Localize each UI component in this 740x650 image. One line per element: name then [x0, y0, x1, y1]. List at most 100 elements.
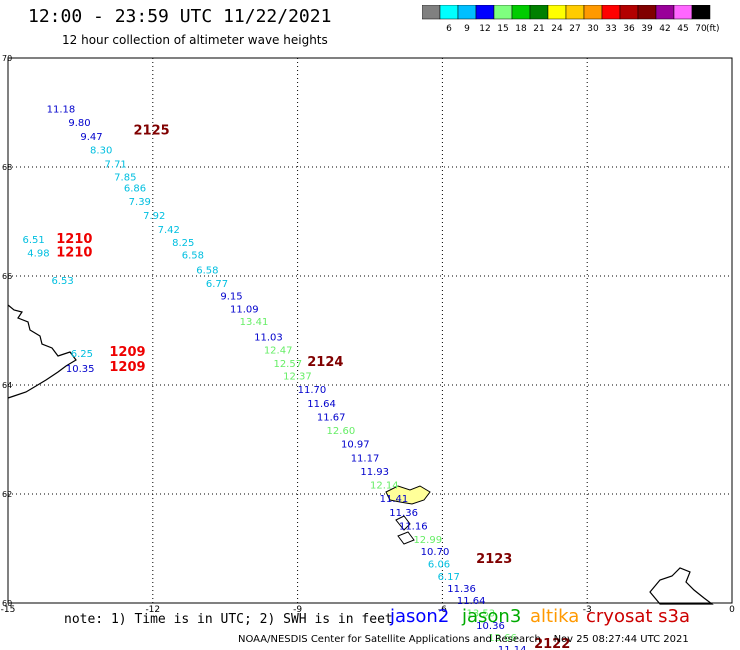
wave-height-label: 11.16 [399, 521, 428, 532]
wave-height-label: 7.92 [143, 211, 165, 222]
wave-height-label: 6.06 [428, 560, 450, 571]
wave-height-label: 11.93 [360, 467, 389, 478]
colorbar-tick-label: 70 [695, 24, 707, 34]
colorbar-tick-label: 45 [677, 24, 688, 34]
y-tick-label: 68 [2, 163, 12, 172]
wave-height-label: 11.36 [447, 584, 476, 595]
wave-height-label: 8.25 [172, 238, 194, 249]
wave-height-label: 6.17 [438, 572, 460, 583]
wave-height-label: 6.58 [196, 265, 218, 276]
wave-height-label: 11.64 [457, 596, 486, 607]
wave-height-label: 12.99 [413, 535, 442, 546]
wave-height-label: 12.57 [273, 359, 302, 370]
wave-height-label: 11.14 [498, 645, 527, 650]
legend-cryosat: cryosat s3a [586, 606, 691, 627]
wave-height-label: 7.85 [114, 173, 136, 184]
wave-height-label: 8.30 [90, 145, 112, 156]
wave-height-label: 11.03 [254, 332, 283, 343]
y-tick-label: 60 [2, 599, 12, 608]
footnote: note: 1) Time is in UTC; 2) SWH is in fe… [64, 612, 393, 627]
time-label: 1210 [56, 245, 92, 260]
plot-frame [7, 57, 733, 604]
wave-height-label: 6.25 [71, 349, 93, 360]
colorbar-tick-label: 30 [587, 24, 599, 34]
wave-height-label: 7.71 [105, 160, 127, 171]
x-tick-label: 0 [729, 605, 735, 615]
wave-height-label: 11.67 [317, 412, 346, 423]
wave-height-label: 11.17 [351, 453, 380, 464]
time-label: 1209 [109, 345, 145, 360]
colorbar-tick-label: 21 [533, 24, 544, 34]
wave-height-label: 6.86 [124, 184, 146, 195]
colorbar-tick-label: 12 [479, 24, 490, 34]
coastline-faroe-islands [385, 485, 431, 505]
colorbar-tick-label: 27 [569, 24, 580, 34]
wave-height-label: 6.58 [182, 251, 204, 262]
colorbar-tick-label: 39 [641, 24, 653, 34]
time-label: 2123 [476, 552, 512, 567]
wave-height-label: 12.37 [283, 372, 312, 383]
x-tick-label: -9 [293, 605, 302, 615]
time-label: 2122 [534, 637, 570, 650]
wave-height-label: 9.80 [68, 118, 90, 129]
colorbar-tick-label: 9 [464, 24, 470, 34]
wave-height-label: 7.39 [129, 197, 151, 208]
x-tick-label: -12 [145, 605, 160, 615]
wave-height-label: 10.70 [421, 547, 450, 558]
colorbar-tick-label: 36 [623, 24, 635, 34]
wave-height-label: 11.64 [307, 399, 336, 410]
y-tick-label: 70 [2, 54, 12, 63]
coastline-islet [395, 515, 411, 531]
wave-height-label: 11.70 [298, 385, 327, 396]
colorbar-tick-label: 24 [551, 24, 563, 34]
wave-height-label: 6.51 [22, 235, 44, 246]
wave-height-label: 11.36 [389, 508, 418, 519]
wave-height-label: 9.47 [80, 132, 102, 143]
wave-height-label: 11.41 [380, 494, 409, 505]
wave-height-label: 12.14 [370, 481, 399, 492]
time-label: 2125 [133, 123, 169, 138]
y-tick-label: 66 [2, 272, 12, 281]
coastline-islet [397, 531, 415, 545]
wave-height-label: 7.42 [158, 225, 180, 236]
colorbar-unit: (ft) [706, 24, 720, 34]
colorbar-tick-label: 18 [515, 24, 527, 34]
wave-height-label: 12.60 [327, 426, 356, 437]
colorbar-swatch [691, 5, 711, 20]
wave-height-label: 12.47 [264, 345, 293, 356]
wave-height-label: 11.18 [47, 105, 76, 116]
wave-height-label: 10.97 [341, 440, 370, 451]
legend-jason2: jason2 [390, 606, 450, 627]
colorbar-tick-label: 6 [446, 24, 452, 34]
credit-line: NOAA/NESDIS Center for Satellite Applica… [238, 634, 689, 645]
chart-title: 12:00 - 23:59 UTC 11/22/2021 [28, 6, 332, 27]
coastline-scotland [649, 567, 714, 605]
wave-height-label: 10.36 [476, 621, 505, 632]
y-tick-label: 64 [2, 381, 12, 390]
wave-height-label: 6.77 [206, 279, 228, 290]
x-tick-label: -15 [1, 605, 16, 615]
wave-height-label: 13.41 [240, 317, 269, 328]
wave-height-label: 11.09 [230, 305, 259, 316]
color-scale-legend: 6 9 12 15 18 21 24 27 30 33 36 39 42 45 70 (ft) [422, 5, 720, 34]
colorbar-tick-label: 42 [659, 24, 670, 34]
legend-jason3: jason3 [462, 606, 522, 627]
time-label: 1209 [109, 360, 145, 375]
colorbar-tick-label: 15 [497, 24, 508, 34]
chart-subtitle: 12 hour collection of altimeter wave hei… [62, 33, 328, 47]
x-tick-label: -6 [438, 605, 447, 615]
coastline-iceland [7, 304, 77, 399]
wave-height-label: 10.35 [66, 364, 95, 375]
wave-height-label: 9.15 [220, 291, 242, 302]
colorbar-tick-label: 33 [605, 24, 616, 34]
time-label: 1210 [56, 232, 92, 247]
y-tick-label: 62 [2, 490, 12, 499]
x-tick-label: -3 [583, 605, 592, 615]
wave-height-label: 6.53 [51, 276, 73, 287]
legend-altika: altika [530, 606, 580, 627]
time-label: 2124 [307, 355, 343, 370]
wave-height-label: 13.53 [467, 609, 496, 620]
wave-height-label: 12.66 [488, 633, 517, 644]
wave-height-label: 4.98 [27, 248, 49, 259]
